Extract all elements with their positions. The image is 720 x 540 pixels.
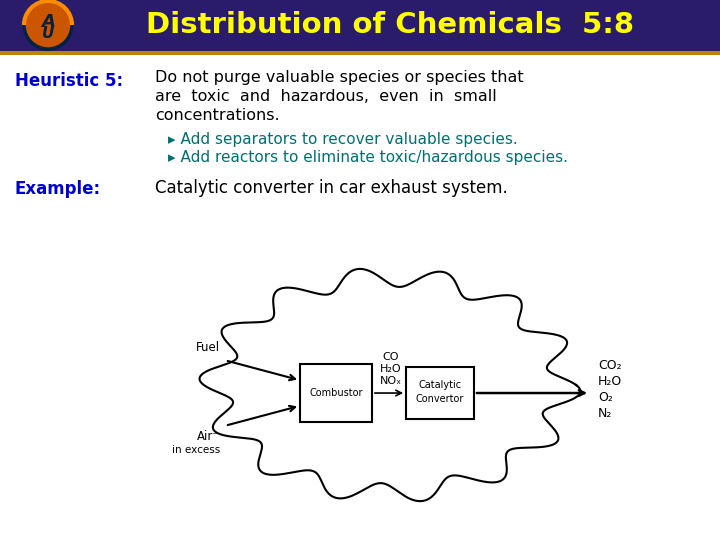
Text: H₂O: H₂O bbox=[598, 375, 622, 388]
Text: Air⁻: Air⁻ bbox=[197, 430, 220, 443]
Text: O₂: O₂ bbox=[598, 390, 613, 403]
Bar bbox=[0, 51, 720, 55]
Text: U: U bbox=[42, 25, 54, 40]
Text: Combustor: Combustor bbox=[310, 388, 363, 398]
Text: CO₂: CO₂ bbox=[598, 359, 621, 372]
Text: CO: CO bbox=[383, 352, 400, 362]
Text: A: A bbox=[41, 13, 55, 31]
Circle shape bbox=[24, 1, 72, 49]
Text: Catalytic: Catalytic bbox=[418, 380, 462, 390]
Text: Do not purge valuable species or species that: Do not purge valuable species or species… bbox=[155, 70, 523, 85]
Text: concentrations.: concentrations. bbox=[155, 108, 279, 123]
Text: Distribution of Chemicals  5:8: Distribution of Chemicals 5:8 bbox=[146, 11, 634, 39]
Bar bbox=[300, 364, 372, 422]
Bar bbox=[406, 367, 474, 419]
Text: in excess: in excess bbox=[172, 445, 220, 455]
Text: H₂O: H₂O bbox=[380, 364, 402, 374]
Text: Fuel: Fuel bbox=[196, 341, 220, 354]
Text: ▸ Add reactors to eliminate toxic/hazardous species.: ▸ Add reactors to eliminate toxic/hazard… bbox=[168, 150, 568, 165]
Text: Heuristic 5:: Heuristic 5: bbox=[15, 72, 123, 90]
Text: N₂: N₂ bbox=[598, 407, 613, 420]
Text: NOₓ: NOₓ bbox=[380, 376, 402, 386]
Text: Catalytic converter in car exhaust system.: Catalytic converter in car exhaust syste… bbox=[155, 179, 508, 197]
Text: Example:: Example: bbox=[15, 180, 101, 198]
Text: are  toxic  and  hazardous,  even  in  small: are toxic and hazardous, even in small bbox=[155, 89, 497, 104]
Text: ▸ Add separators to recover valuable species.: ▸ Add separators to recover valuable spe… bbox=[168, 132, 518, 147]
Text: Convertor: Convertor bbox=[416, 394, 464, 404]
